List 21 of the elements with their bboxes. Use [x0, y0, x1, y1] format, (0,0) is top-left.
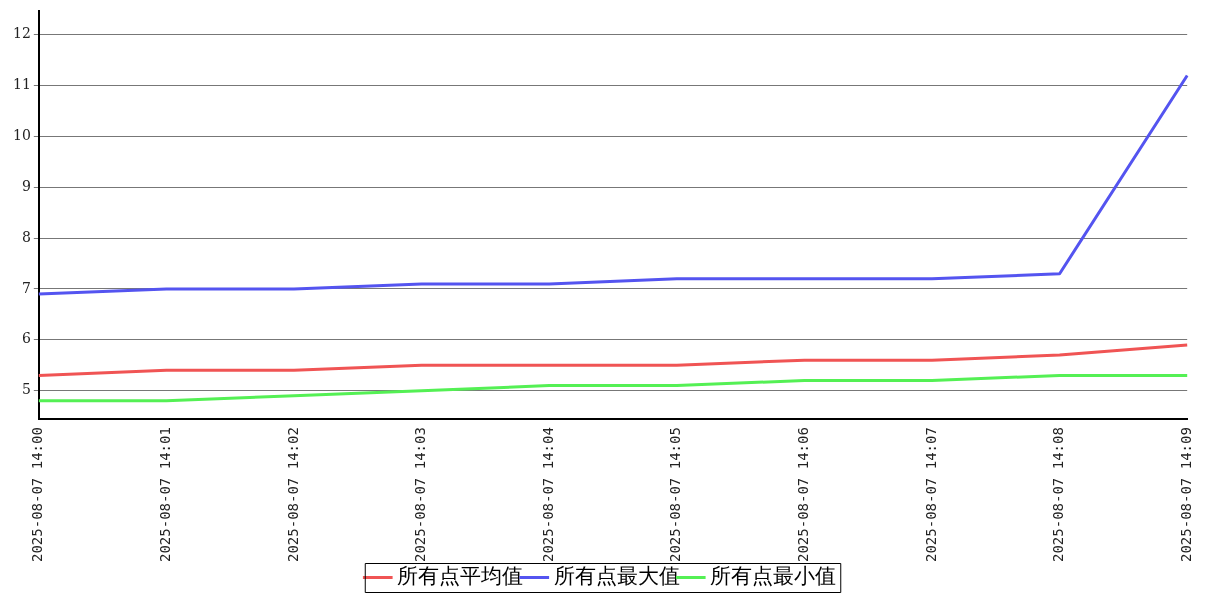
y-tick-label: 12: [12, 25, 31, 42]
x-tick-label: 2025-08-07 14:00: [29, 427, 46, 562]
x-tick-label: 2025-08-07 14:08: [1050, 427, 1067, 562]
legend-label: 所有点最大值: [553, 563, 680, 588]
x-tick-label: 2025-08-07 14:07: [922, 427, 939, 562]
y-tick-label: 10: [12, 127, 31, 144]
x-tick-label: 2025-08-07 14:04: [539, 427, 556, 562]
legend-label: 所有点平均值: [397, 563, 524, 588]
x-tick-label: 2025-08-07 14:06: [795, 427, 812, 562]
y-tick-label: 8: [21, 228, 31, 245]
y-tick-label: 5: [21, 381, 31, 398]
y-tick-label: 7: [21, 279, 31, 296]
x-tick-label: 2025-08-07 14:01: [157, 427, 174, 562]
y-tick-label: 9: [21, 177, 31, 194]
x-tick-label: 2025-08-07 14:03: [412, 427, 429, 562]
y-tick-label: 6: [21, 330, 31, 347]
y-tick-label: 11: [12, 76, 31, 93]
x-tick-label: 2025-08-07 14:02: [284, 427, 301, 562]
x-tick-label: 2025-08-07 14:09: [1177, 427, 1194, 562]
x-tick-label: 2025-08-07 14:05: [667, 427, 684, 562]
legend-label: 所有点最小值: [710, 563, 837, 588]
